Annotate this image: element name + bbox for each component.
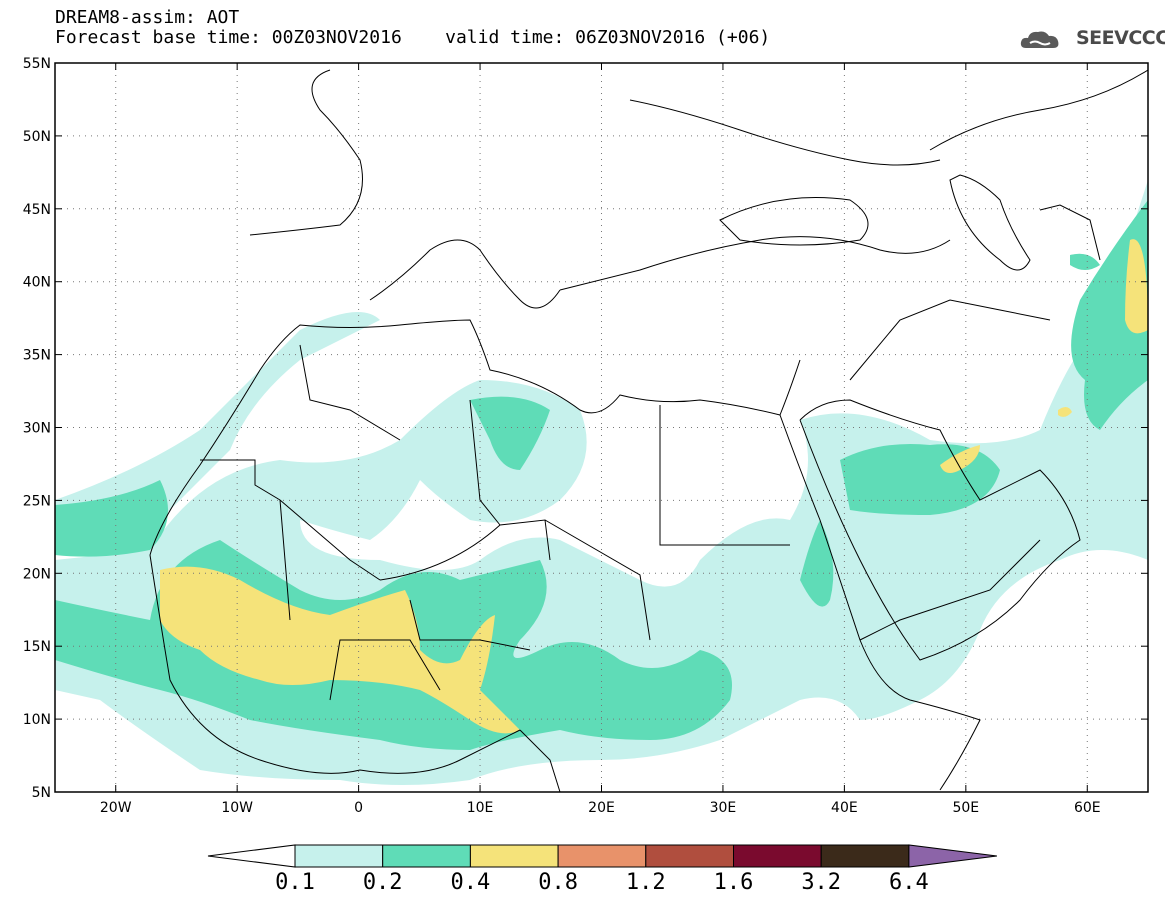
logo-text: SEEVCCC (1076, 27, 1165, 49)
lat-tick-label: 50N (23, 129, 51, 145)
lat-tick-label: 45N (23, 202, 51, 218)
lon-tick-label: 20E (588, 800, 615, 816)
map-title: DREAM8-assim: AOT (55, 7, 240, 28)
colorbar-arrow-low (207, 844, 296, 868)
lat-tick-label: 5N (32, 785, 51, 801)
aot-band-0.4 (1125, 239, 1148, 334)
lat-tick-label: 15N (23, 639, 51, 655)
colorbar-label: 1.6 (713, 870, 754, 895)
graticule (55, 63, 1148, 792)
aot-field (55, 180, 1148, 785)
colorbar-segment (469, 844, 559, 868)
lon-tick-label: 10E (467, 800, 494, 816)
aot-band-0.2 (800, 520, 834, 607)
colorbar-segment (294, 844, 384, 868)
colorbar-segment (645, 844, 734, 868)
colorbar-segment (733, 844, 822, 868)
lon-tick-label: 30E (710, 800, 737, 816)
lat-tick-label: 55N (23, 56, 51, 72)
colorbar-segment (557, 844, 647, 868)
colorbar-label: 1.2 (625, 870, 666, 895)
colorbar-label: 0.1 (275, 870, 315, 895)
lon-tick-label: 10W (221, 800, 253, 816)
colorbar-segment (820, 844, 910, 868)
lon-tick-label: 60E (1074, 800, 1101, 816)
lon-tick-label: 0 (354, 800, 363, 816)
aot-band-0.4 (160, 566, 520, 734)
lon-tick-label: 50E (952, 800, 979, 816)
colorbar-arrow-high (908, 844, 997, 868)
aot-band-0.1 (55, 312, 380, 540)
axis-ticks: 5N 10N 15N 20N 25N 30N 35N 40N 45N 50N 55N 20W 10W 0 1… (23, 56, 1148, 816)
seevccc-logo-icon (1020, 31, 1059, 48)
lon-tick-label: 20W (100, 800, 132, 816)
lat-tick-label: 35N (23, 348, 51, 364)
colorbar-segment (382, 844, 471, 868)
aot-band-0.2 (470, 396, 550, 470)
coastlines (149, 69, 1148, 792)
lat-tick-label: 30N (23, 421, 51, 437)
colorbar-label: 0.8 (538, 870, 578, 895)
aot-band-0.4 (940, 445, 980, 474)
colorbar-label: 0.4 (450, 870, 491, 895)
colorbar-label: 3.2 (801, 870, 842, 895)
colorbar-label: 0.2 (362, 870, 403, 895)
lon-tick-label: 40E (831, 800, 858, 816)
lat-tick-label: 40N (23, 275, 51, 291)
aot-band-0.2 (1070, 253, 1100, 270)
lat-tick-label: 20N (23, 566, 51, 582)
colorbar (207, 844, 997, 868)
lat-tick-label: 10N (23, 712, 51, 728)
aot-band-0.4 (1058, 406, 1072, 417)
lat-tick-label: 25N (23, 493, 51, 509)
aot-band-0.2 (55, 480, 168, 557)
colorbar-label: 6.4 (889, 870, 929, 895)
forecast-time-line: Forecast base time: 00Z03NOV2016 valid t… (55, 27, 771, 48)
